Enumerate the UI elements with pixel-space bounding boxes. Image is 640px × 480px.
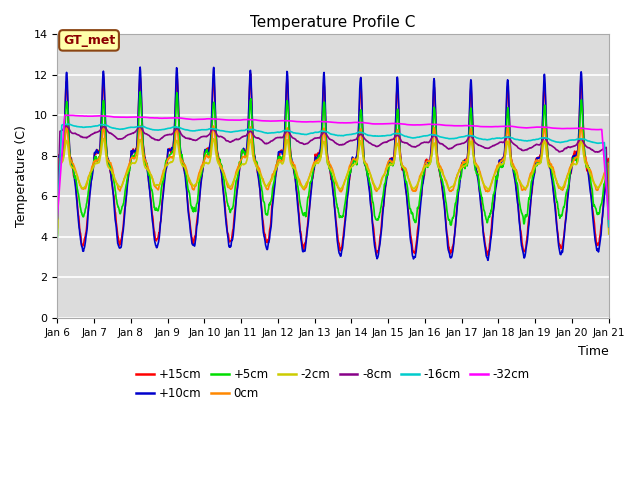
+10cm [605,210,612,216]
-32cm [97,113,104,119]
0cm [605,226,612,231]
-16cm [97,122,104,128]
+5cm [136,89,144,95]
+5cm [96,151,104,157]
Y-axis label: Temperature (C): Temperature (C) [15,125,28,227]
Line: +15cm: +15cm [58,74,609,255]
-8cm [97,127,104,133]
0cm [300,186,307,192]
+15cm [96,144,104,150]
+10cm [118,233,126,239]
+10cm [288,156,296,162]
-32cm [309,119,317,125]
Line: +10cm: +10cm [58,67,609,260]
-32cm [367,121,375,127]
-16cm [64,121,72,127]
-2cm [309,165,317,170]
+15cm [300,245,307,251]
+15cm [288,159,296,165]
0cm [118,181,126,187]
+15cm [605,207,612,213]
+15cm [54,205,61,211]
+5cm [367,189,375,195]
0cm [288,158,296,164]
-8cm [367,141,375,147]
-2cm [288,162,296,168]
+5cm [605,196,612,202]
+10cm [136,64,144,70]
+10cm [96,145,104,151]
-8cm [309,136,317,142]
-16cm [300,131,307,137]
+15cm [367,207,375,213]
+5cm [300,212,307,218]
Text: GT_met: GT_met [63,34,115,47]
Line: -8cm: -8cm [58,126,609,227]
0cm [96,153,104,159]
-16cm [119,126,127,132]
Line: -32cm: -32cm [58,115,609,219]
+15cm [246,71,254,77]
Line: 0cm: 0cm [58,126,609,228]
0cm [309,162,317,168]
Line: -2cm: -2cm [58,138,609,234]
-16cm [605,224,612,229]
Line: +5cm: +5cm [58,92,609,237]
-32cm [300,119,307,125]
-2cm [96,156,104,161]
-16cm [288,129,296,135]
+10cm [300,248,307,253]
Text: Time: Time [578,345,609,358]
-8cm [62,123,70,129]
-2cm [367,175,375,180]
-32cm [54,214,61,219]
-32cm [288,118,296,124]
-16cm [309,130,317,136]
-2cm [300,185,307,191]
0cm [367,175,375,181]
+5cm [309,168,317,173]
+10cm [309,171,317,177]
-32cm [605,216,612,222]
-8cm [605,224,612,229]
+5cm [288,159,296,165]
-8cm [119,135,127,141]
Line: -16cm: -16cm [58,124,609,227]
+10cm [54,207,61,213]
+10cm [367,208,375,214]
-2cm [605,231,612,237]
-32cm [61,112,69,118]
-16cm [54,215,61,221]
+15cm [309,171,317,177]
-32cm [119,114,127,120]
-16cm [367,133,375,139]
Legend: +15cm, +10cm, +5cm, 0cm, -2cm, -8cm, -16cm, -32cm: +15cm, +10cm, +5cm, 0cm, -2cm, -8cm, -16… [132,364,534,405]
-8cm [288,134,296,140]
0cm [54,225,61,230]
-2cm [119,180,127,186]
-8cm [300,141,307,147]
-2cm [100,135,108,141]
-8cm [54,216,61,222]
+5cm [118,203,126,209]
+5cm [54,234,61,240]
+15cm [484,252,492,258]
-2cm [54,230,61,236]
+15cm [118,228,126,234]
Title: Temperature Profile C: Temperature Profile C [250,15,416,30]
+10cm [484,257,492,263]
0cm [136,123,143,129]
